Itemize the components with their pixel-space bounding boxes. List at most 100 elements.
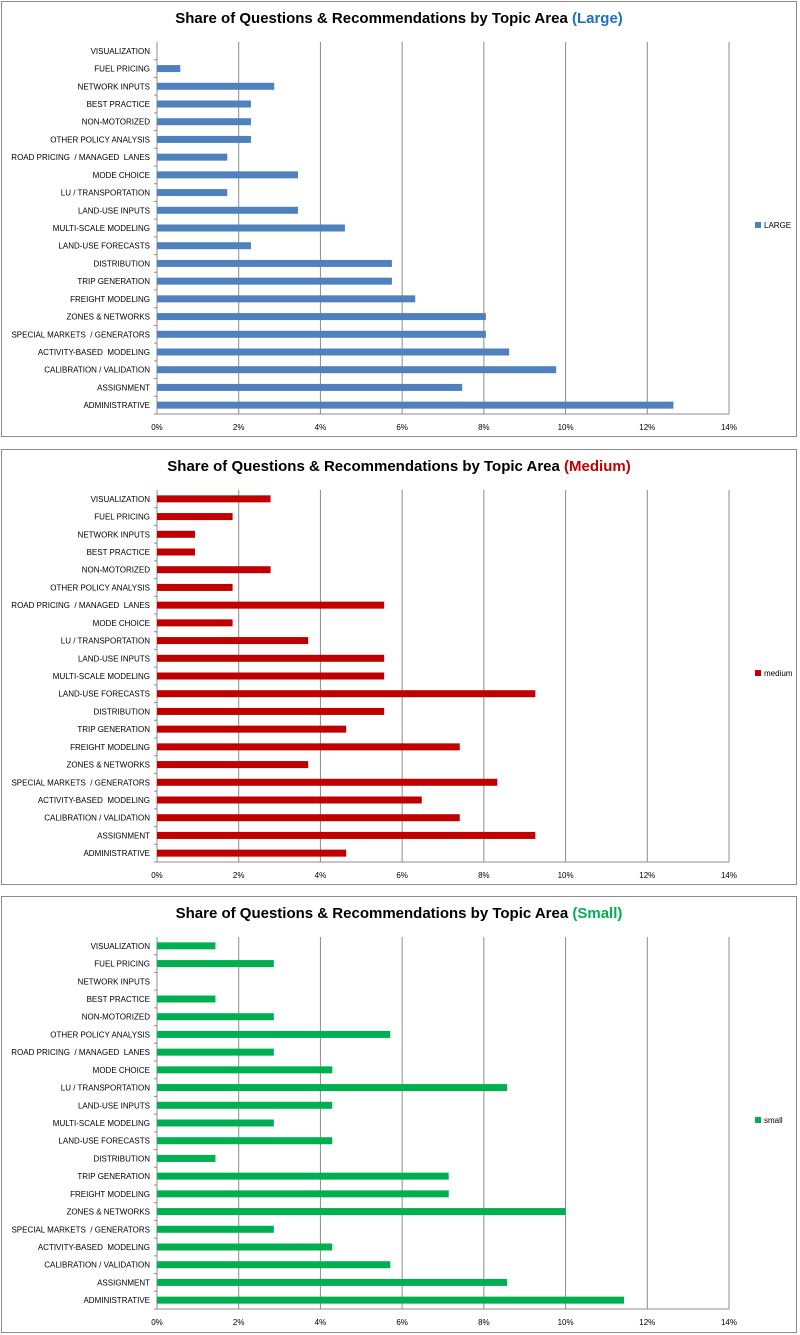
bar (157, 1172, 449, 1180)
bar-chart-large: 0% 2% 4% 6% 8% 10% 12% 14% ADMINISTRATIVE ASSIGNM… (11, 42, 791, 432)
bar (157, 942, 216, 950)
y-category-label: MODE CHOICE (93, 619, 150, 628)
y-category-label: NON-MOTORIZED (82, 1013, 151, 1022)
y-category-label: SPECIAL MARKETS / GENERATORS (11, 330, 150, 339)
legend-label: small (764, 1116, 783, 1125)
y-category-label: LAND-USE INPUTS (78, 1101, 150, 1110)
legend-swatch (755, 670, 761, 676)
y-category-label: VISUALIZATION (91, 47, 151, 56)
bar (157, 725, 347, 733)
y-category-label: LAND-USE FORECASTS (58, 242, 150, 251)
bar (157, 831, 536, 839)
y-category-label: LU / TRANSPORTATION (61, 189, 150, 198)
chart-title-suffix: (Medium) (564, 458, 631, 475)
legend-label: medium (764, 669, 793, 678)
bar (157, 619, 233, 627)
y-category-label: CALIBRATION / VALIDATION (44, 366, 150, 375)
bar (157, 495, 271, 503)
y-category-label: NETWORK INPUTS (78, 82, 150, 91)
bar (157, 224, 345, 232)
x-tick-label: 6% (396, 871, 408, 880)
bar (157, 1030, 391, 1038)
y-category-label: ROAD PRICING / MANAGED LANES (11, 601, 150, 610)
y-category-label: FREIGHT MODELING (70, 743, 150, 752)
y-category-label: LAND-USE FORECASTS (58, 690, 150, 699)
y-category-label: VISUALIZATION (91, 495, 151, 504)
y-category-label: ASSIGNMENT (97, 1278, 150, 1287)
bar (157, 100, 251, 108)
chart-title-suffix: (Large) (571, 10, 623, 27)
y-category-label: BEST PRACTICE (87, 995, 150, 1004)
bar (157, 743, 460, 751)
y-category-label: DISTRIBUTION (94, 707, 151, 716)
bar (157, 242, 251, 250)
y-category-label: BEST PRACTICE (87, 100, 150, 109)
y-category-label: MULTI-SCALE MODELING (53, 672, 150, 681)
x-tick-label: 10% (558, 423, 574, 432)
y-category-label: OTHER POLICY ANALYSIS (50, 135, 150, 144)
x-tick-label: 0% (151, 871, 163, 880)
x-tick-label: 2% (233, 423, 245, 432)
bar (157, 513, 233, 521)
bar (157, 601, 385, 609)
y-category-label: FUEL PRICING (94, 513, 150, 522)
x-tick-label: 2% (233, 1318, 245, 1327)
x-tick-label: 12% (639, 871, 655, 880)
bar (157, 530, 195, 538)
chart-title-main: Share of Questions & Recommendations by … (175, 905, 569, 922)
y-category-label: ACTIVITY-BASED MODELING (38, 1243, 150, 1252)
y-category-label: OTHER POLICY ANALYSIS (50, 1030, 150, 1039)
y-category-label: MODE CHOICE (93, 1066, 150, 1075)
y-category-label: SPECIAL MARKETS / GENERATORS (11, 1225, 150, 1234)
bar (157, 153, 228, 161)
x-tick-label: 12% (639, 1318, 655, 1327)
y-category-label: LU / TRANSPORTATION (61, 1084, 150, 1093)
y-category-label: ROAD PRICING / MANAGED LANES (11, 1048, 150, 1057)
y-category-label: LAND-USE FORECASTS (58, 1137, 150, 1146)
bar (157, 65, 181, 73)
bar (157, 1296, 624, 1304)
bar (157, 206, 298, 214)
y-category-label: LAND-USE INPUTS (78, 206, 150, 215)
x-tick-label: 14% (721, 1318, 737, 1327)
y-category-label: ADMINISTRATIVE (83, 401, 150, 410)
bar (157, 995, 216, 1003)
bar (157, 313, 486, 321)
y-category-label: ROAD PRICING / MANAGED LANES (11, 153, 150, 162)
bar (157, 566, 271, 574)
y-category-label: ZONES & NETWORKS (66, 1208, 150, 1217)
y-category-label: ADMINISTRATIVE (83, 849, 150, 858)
y-category-label: TRIP GENERATION (77, 277, 150, 286)
bar (157, 118, 251, 126)
y-category-label: ASSIGNMENT (97, 831, 150, 840)
bar (157, 330, 486, 338)
bar (157, 135, 251, 143)
bar (157, 366, 557, 374)
y-category-label: DISTRIBUTION (94, 259, 151, 268)
y-category-label: MULTI-SCALE MODELING (53, 224, 150, 233)
bar (157, 82, 275, 90)
x-tick-label: 6% (396, 423, 408, 432)
bar (157, 637, 309, 645)
bar (157, 1278, 508, 1286)
bar (157, 548, 195, 556)
bar (157, 1225, 274, 1233)
bar (157, 1119, 274, 1127)
bar (157, 277, 392, 285)
x-tick-label: 10% (558, 1318, 574, 1327)
y-category-label: LAND-USE INPUTS (78, 654, 150, 663)
bar (157, 583, 233, 591)
bar (157, 1013, 274, 1021)
y-category-label: BEST PRACTICE (87, 548, 150, 557)
legend-label: LARGE (764, 221, 791, 230)
y-category-label: DISTRIBUTION (94, 1154, 151, 1163)
bar (157, 778, 498, 786)
x-tick-label: 2% (233, 871, 245, 880)
y-category-label: SPECIAL MARKETS / GENERATORS (11, 778, 150, 787)
bar (157, 348, 510, 356)
legend-swatch (755, 222, 761, 228)
y-category-label: ACTIVITY-BASED MODELING (38, 348, 150, 357)
chart-title: Share of Questions & Recommendations by … (2, 458, 796, 475)
y-category-label: TRIP GENERATION (77, 725, 150, 734)
bar (157, 960, 274, 968)
